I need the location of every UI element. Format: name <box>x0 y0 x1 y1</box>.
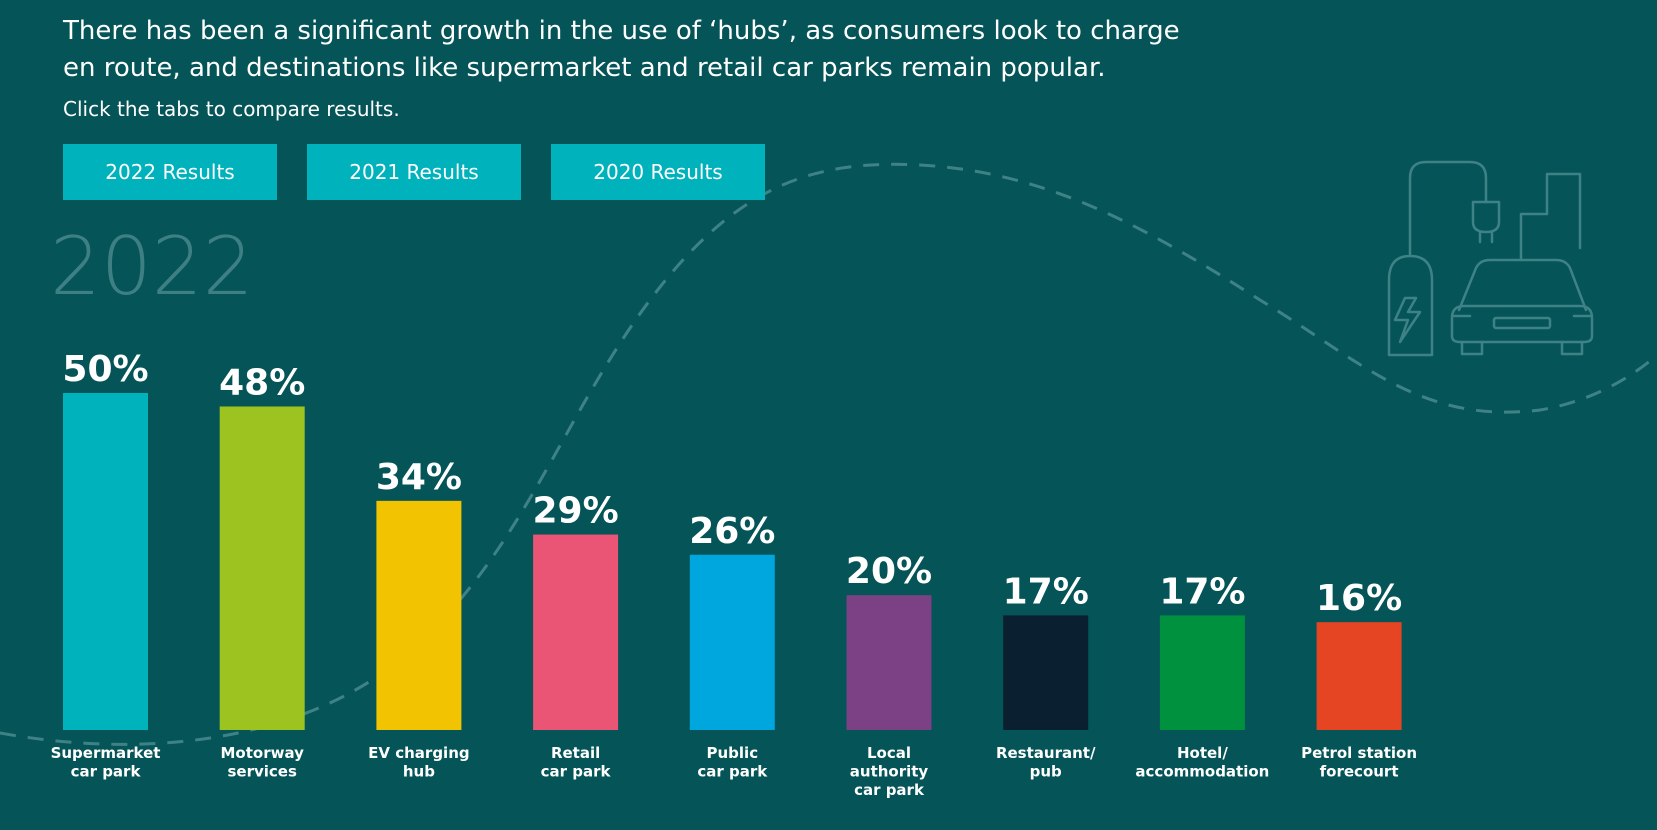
tab-2021-results[interactable]: 2021 Results <box>307 144 521 200</box>
tab-2020-results[interactable]: 2020 Results <box>551 144 765 200</box>
bar-category-label: Public car park <box>697 744 768 781</box>
bar-3 <box>376 500 462 730</box>
bar-9 <box>1316 622 1402 730</box>
bar-category-label: Hotel/accommodation <box>1135 744 1269 781</box>
bar-category-label: Local authority car park <box>850 744 929 799</box>
year-label: 2022 <box>50 220 254 313</box>
bar-value-label: 29% <box>533 491 619 532</box>
bar-value-label: 16% <box>1316 578 1402 619</box>
bar-6 <box>846 595 932 730</box>
bar-value-label: 20% <box>846 551 932 592</box>
bar-5 <box>689 554 775 730</box>
intro-text: There has been a significant growth in t… <box>63 16 1180 83</box>
bar-value-label: 34% <box>376 457 462 498</box>
bar-category-label: Petrol station forecourt <box>1301 744 1417 781</box>
bar-value-label: 17% <box>1003 571 1089 612</box>
instruction-text: Click the tabs to compare results. <box>63 97 400 121</box>
bar-1 <box>63 393 148 730</box>
bar-category-label: EV charging hub <box>368 744 469 781</box>
bar-8 <box>1159 615 1245 730</box>
tab-2022-results[interactable]: 2022 Results <box>63 144 277 200</box>
bar-value-label: 50% <box>62 349 148 390</box>
bar-category-label: Restaurant/pub <box>996 744 1096 781</box>
bar-value-label: 26% <box>689 511 775 552</box>
bar-category-label: Supermarket car park <box>51 744 161 781</box>
bar-2 <box>219 406 305 730</box>
bar-value-label: 48% <box>219 362 305 403</box>
bar-category-label: Motorway services <box>220 744 304 781</box>
bar-category-label: Retail car park <box>541 744 612 781</box>
bar-4 <box>533 534 619 730</box>
bar-7 <box>1003 615 1089 730</box>
bar-value-label: 17% <box>1159 571 1245 612</box>
